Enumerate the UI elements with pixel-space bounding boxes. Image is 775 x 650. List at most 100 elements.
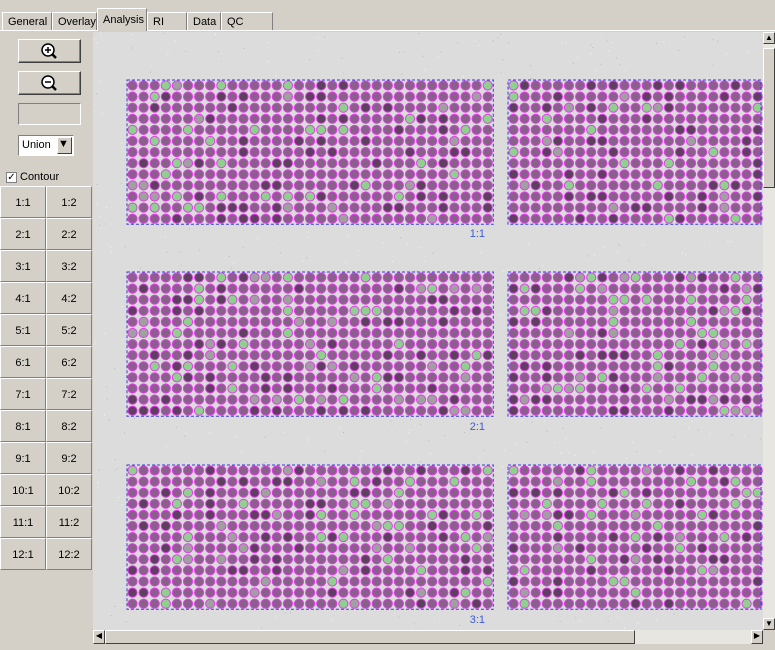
spot [261,214,270,223]
spot [587,92,596,101]
spot [350,362,359,371]
spot [361,577,370,586]
grid-button[interactable]: 10:1 [0,474,46,506]
spot [306,306,315,315]
spot [283,533,292,542]
grid-button[interactable]: 11:2 [46,506,92,538]
spot [239,406,248,415]
spot [228,125,237,134]
grid-button[interactable]: 12:1 [0,538,46,570]
spot [150,395,159,404]
noise-dot [574,455,575,456]
grid-button[interactable]: 5:1 [0,314,46,346]
grid-button[interactable]: 1:2 [46,186,92,218]
spot [461,477,470,486]
grid-button[interactable]: 9:1 [0,442,46,474]
spot [609,192,618,201]
grid-button[interactable]: 8:2 [46,410,92,442]
scroll-thumb-h[interactable] [105,630,635,644]
tab[interactable]: General [2,12,52,30]
tab[interactable]: Overlay [52,12,97,30]
grid-button[interactable]: 3:1 [0,250,46,282]
spot [195,273,204,282]
text-field[interactable] [18,103,81,125]
scroll-thumb[interactable] [763,48,775,188]
spot [261,273,270,282]
tab[interactable]: Data [187,12,221,30]
noise-dot [119,497,120,498]
spot [361,533,370,542]
horizontal-scrollbar[interactable]: ◀ ▶ [93,630,763,644]
grid-button[interactable]: 9:2 [46,442,92,474]
spot [239,214,248,223]
scroll-down[interactable]: ▼ [763,618,775,630]
spot [383,103,392,112]
grid-button[interactable]: 7:2 [46,378,92,410]
checkbox-label: Contour [20,171,59,183]
spot [161,599,170,608]
spot [698,577,707,586]
spot [417,555,426,564]
spot [272,114,281,123]
zoom-in-button[interactable] [18,39,81,63]
spot [228,203,237,212]
noise-dot [189,228,190,229]
spot [553,273,562,282]
spot [687,284,696,293]
scroll-up[interactable]: ▲ [763,32,775,44]
spot [239,521,248,530]
spot [520,328,529,337]
grid-button[interactable]: 7:1 [0,378,46,410]
tab[interactable]: QC view [221,12,273,30]
tab[interactable]: Analysis [97,8,147,31]
spot [394,125,403,134]
spot [350,340,359,349]
grid-button[interactable]: 10:2 [46,474,92,506]
grid-button[interactable]: 1:1 [0,186,46,218]
spot [195,555,204,564]
spot [531,499,540,508]
spot [161,533,170,542]
grid-button[interactable]: 4:1 [0,282,46,314]
spot [405,125,414,134]
spot [698,92,707,101]
spot [531,214,540,223]
mode-select[interactable]: Union▼ [18,135,74,156]
grid-button[interactable]: 3:2 [46,250,92,282]
grid-button[interactable]: 6:1 [0,346,46,378]
spot [350,181,359,190]
noise-dot [250,157,251,158]
scroll-left[interactable]: ◀ [93,630,105,644]
spot [383,317,392,326]
spot [698,328,707,337]
spot [328,136,337,145]
spot [598,588,607,597]
spot [620,477,629,486]
spot [439,395,448,404]
grid-button[interactable]: 4:2 [46,282,92,314]
noise-dot [372,564,373,565]
grid-button[interactable]: 5:2 [46,314,92,346]
grid-button[interactable]: 11:1 [0,506,46,538]
spot [195,384,204,393]
spot [172,284,181,293]
grid-button[interactable]: 6:2 [46,346,92,378]
grid-button[interactable]: 8:1 [0,410,46,442]
spot [461,295,470,304]
spot [698,136,707,145]
tab[interactable]: RI plot [147,12,187,30]
spot [428,466,437,475]
grid-button[interactable]: 12:2 [46,538,92,570]
vertical-scrollbar[interactable]: ▲ ▼ [763,32,775,630]
grid-button[interactable]: 2:2 [46,218,92,250]
spot [609,384,618,393]
noise-dot [528,244,529,245]
scroll-right[interactable]: ▶ [751,630,763,644]
zoom-out-button[interactable] [18,71,81,95]
spot [350,406,359,415]
grid-button[interactable]: 2:1 [0,218,46,250]
spot [317,599,326,608]
spot [587,466,596,475]
spot [698,340,707,349]
noise-dot [121,142,122,143]
